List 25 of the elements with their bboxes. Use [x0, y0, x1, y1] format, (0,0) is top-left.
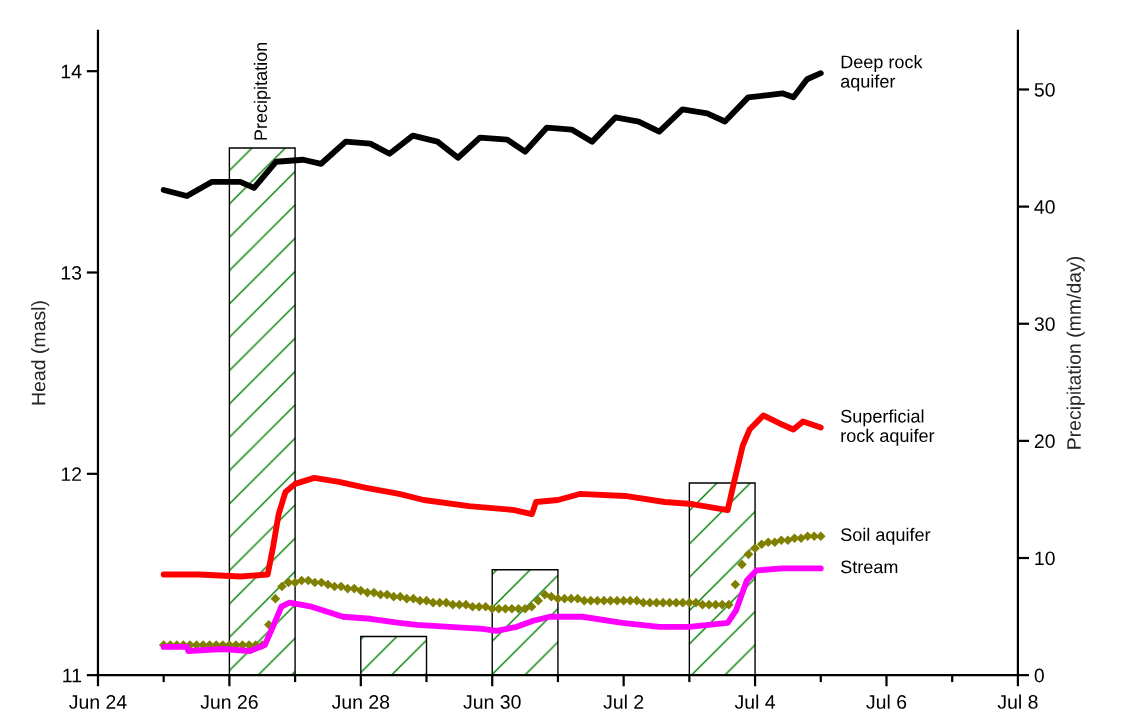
y2-tick-label: 30 — [1034, 317, 1055, 331]
x-tick-label: Jul 4 — [734, 694, 776, 709]
y2-tick-label: 10 — [1035, 551, 1055, 566]
series-label: Superficial rock aquifer — [841, 409, 935, 446]
y-axis-title: Head (masl) — [31, 301, 50, 405]
y2-tick-label: 40 — [1034, 200, 1055, 214]
y-tick-label: 13 — [61, 265, 82, 280]
x-tick-label: Jun 28 — [331, 695, 390, 709]
x-tick-label: Jul 8 — [997, 694, 1038, 709]
y-tick-label: 11 — [63, 668, 82, 683]
series-label: Soil aquifer — [841, 527, 931, 545]
text: Precipitation — [253, 42, 271, 140]
y2-tick-label: 50 — [1034, 82, 1055, 97]
series-label: Deep rock aquifer — [840, 55, 923, 92]
x-tick-label: Jun 26 — [200, 695, 258, 709]
x-tick-label: Jul 2 — [603, 694, 644, 709]
y2-tick-label: 20 — [1034, 434, 1055, 449]
y2-axis-title: Precipitation (mm/day) — [1066, 256, 1085, 449]
series-label: Stream — [841, 560, 898, 574]
x-tick-label: Jun 30 — [463, 695, 521, 709]
x-tick-label: Jul 6 — [866, 694, 907, 709]
x-tick-label: Jun 24 — [69, 695, 127, 709]
y-tick-label: 12 — [61, 467, 82, 481]
y-tick-label: 14 — [61, 64, 82, 79]
y2-tick-label: 0 — [1034, 668, 1044, 683]
